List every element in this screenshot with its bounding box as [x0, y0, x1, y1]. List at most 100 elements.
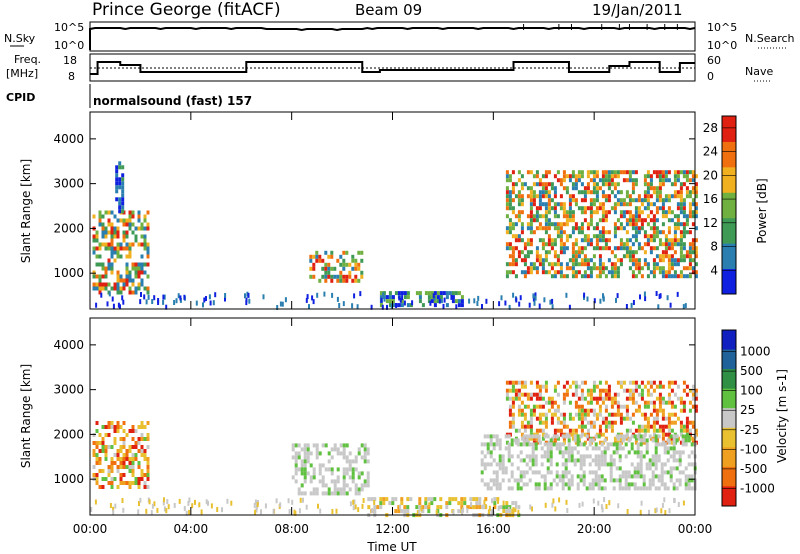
echo-cell	[663, 446, 667, 451]
echo-cell	[598, 266, 602, 271]
echo-cell	[559, 234, 563, 239]
echo-cell	[330, 491, 334, 496]
echo-cell	[115, 169, 119, 174]
echo-cell	[585, 454, 589, 459]
echo-cell	[577, 384, 581, 389]
echo-cell	[616, 266, 620, 271]
echo-cell	[577, 206, 581, 211]
scatter-cell	[335, 508, 338, 514]
echo-cell	[571, 380, 575, 385]
echo-cell	[324, 467, 328, 472]
echo-cell	[567, 458, 571, 463]
echo-cell	[495, 434, 499, 439]
echo-cell	[619, 170, 623, 175]
echo-cell	[562, 396, 566, 401]
echo-cell	[122, 461, 126, 465]
echo-cell	[535, 206, 539, 211]
echo-cell	[534, 454, 538, 459]
echo-cell	[556, 408, 560, 413]
echo-cell	[553, 250, 557, 255]
echo-cell	[125, 282, 129, 287]
echo-cell	[309, 274, 313, 279]
echo-cell	[122, 238, 126, 243]
echo-cell	[336, 258, 340, 263]
echo-cell	[547, 250, 551, 255]
echo-cell	[113, 246, 117, 251]
echo-cell	[508, 246, 512, 251]
echo-cell	[634, 178, 638, 183]
echo-cell	[616, 170, 620, 175]
echo-cell	[421, 509, 425, 514]
echo-cell	[604, 428, 608, 433]
echo-cell	[140, 449, 144, 453]
echo-cell	[517, 178, 521, 183]
echo-cell	[535, 384, 539, 389]
echo-cell	[538, 404, 542, 409]
echo-cell	[525, 438, 529, 443]
echo-cell	[598, 404, 602, 409]
echo-cell	[540, 462, 544, 467]
echo-cell	[589, 218, 593, 223]
echo-cell	[140, 266, 144, 271]
echo-cell	[613, 436, 617, 441]
echo-cell	[131, 437, 135, 441]
echo-cell	[669, 454, 673, 459]
echo-cell	[547, 238, 551, 243]
echo-cell	[564, 466, 568, 471]
echo-cell	[540, 454, 544, 459]
echo-cell	[116, 469, 120, 473]
scatter-cell	[119, 304, 121, 310]
echo-cell	[601, 400, 605, 405]
echo-cell	[652, 274, 656, 279]
echo-cell	[110, 286, 114, 291]
echo-cell	[646, 424, 650, 429]
echo-cell	[113, 453, 117, 457]
echo-cell	[685, 416, 689, 421]
echo-cell	[436, 299, 440, 304]
echo-cell	[122, 465, 126, 469]
echo-cell	[309, 475, 313, 480]
echo-cell	[529, 214, 533, 219]
echo-cell	[128, 214, 132, 219]
echo-cell	[529, 226, 533, 231]
echo-cell	[682, 210, 686, 215]
echo-cell	[457, 291, 461, 296]
echo-cell	[631, 250, 635, 255]
echo-cell	[324, 483, 328, 488]
scatter-cell	[626, 509, 629, 514]
echo-cell	[669, 446, 673, 451]
echo-cell	[98, 274, 102, 279]
echo-cell	[585, 434, 589, 439]
echo-cell	[646, 420, 650, 425]
scatter-cell	[202, 302, 204, 308]
echo-cell	[634, 274, 638, 279]
echo-cell	[559, 270, 563, 275]
echo-cell	[529, 218, 533, 223]
echo-cell	[670, 404, 674, 409]
echo-cell	[652, 400, 656, 405]
echo-cell	[667, 206, 671, 211]
echo-cell	[684, 486, 688, 491]
echo-cell	[101, 477, 105, 481]
echo-cell	[421, 303, 425, 308]
echo-cell	[667, 412, 671, 417]
echo-cell	[541, 214, 545, 219]
echo-cell	[480, 450, 484, 455]
echo-cell	[598, 186, 602, 191]
echo-cell	[427, 291, 431, 296]
echo-cell	[571, 242, 575, 247]
echo-cell	[649, 392, 653, 397]
echo-cell	[327, 467, 331, 472]
echo-cell	[567, 470, 571, 475]
power-colorbar-segment	[722, 166, 736, 193]
echo-cell	[110, 254, 114, 259]
echo-cell	[583, 210, 587, 215]
echo-cell	[336, 274, 340, 279]
echo-cell	[664, 234, 668, 239]
velocity-ylabel: Slant Range [km]	[19, 364, 33, 468]
echo-cell	[613, 182, 617, 187]
echo-cell	[607, 384, 611, 389]
scatter-cell	[336, 296, 339, 302]
echo-cell	[140, 425, 144, 429]
echo-cell	[522, 474, 526, 479]
